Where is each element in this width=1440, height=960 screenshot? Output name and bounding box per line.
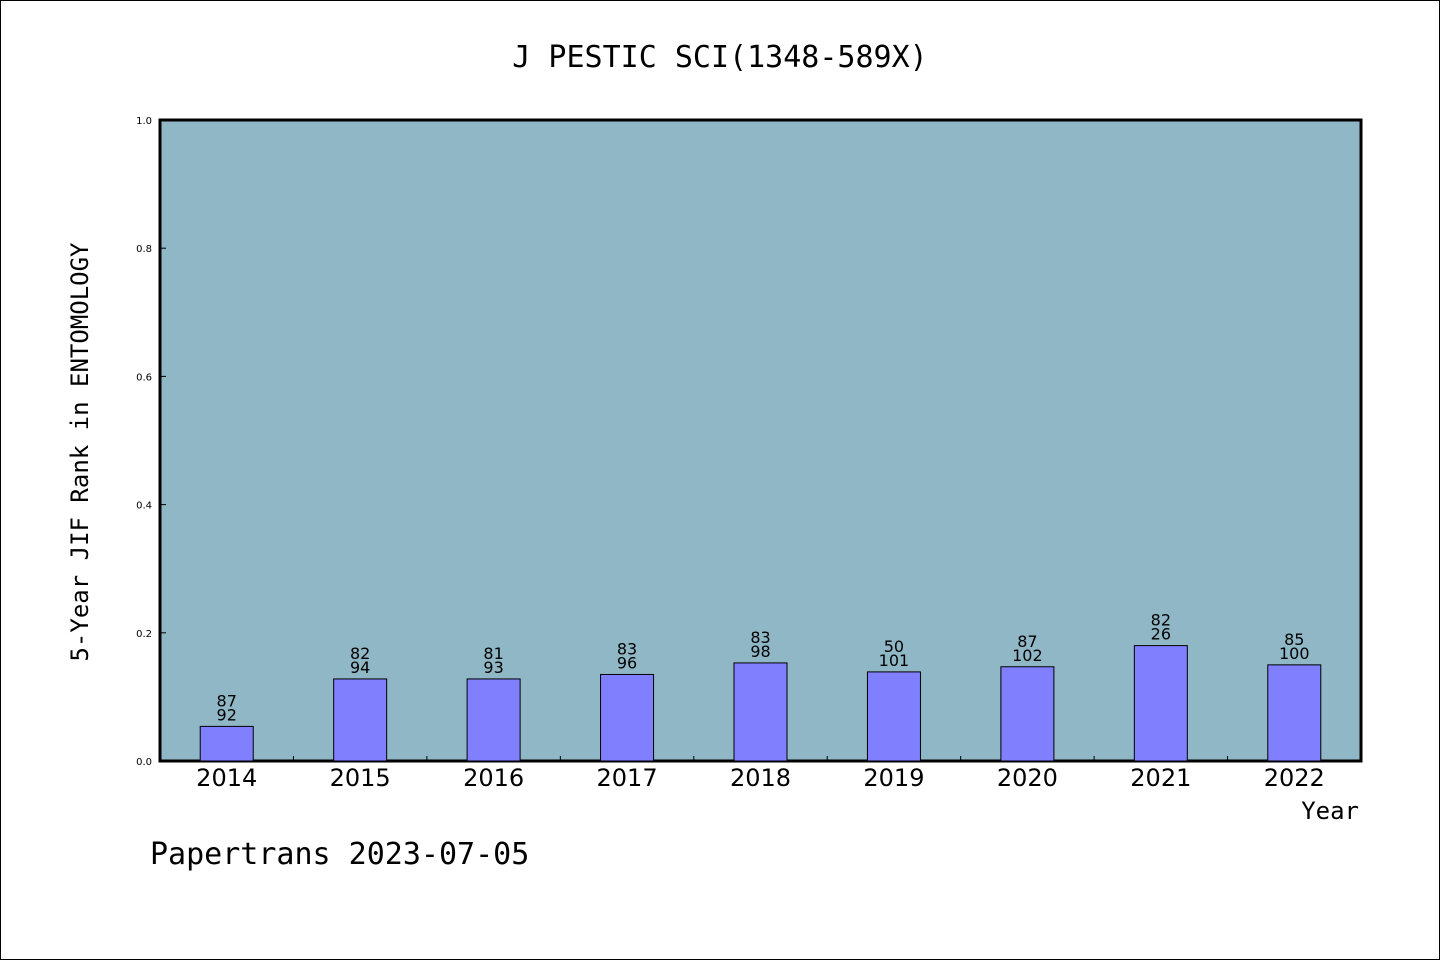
y-axis: 0.0 0.2 0.4 0.6 0.8 1.0: [136, 116, 166, 768]
bar-2016: [466, 678, 521, 762]
x-tick-label: 2022: [1264, 764, 1325, 792]
bar-2020: [1000, 666, 1055, 762]
x-tick-label: 2015: [330, 764, 391, 792]
total-label: 101: [879, 651, 910, 670]
x-tick-label: 2019: [863, 764, 924, 792]
total-label: 98: [750, 642, 770, 661]
rank-label: 85: [1284, 630, 1304, 649]
x-tick-label: 2016: [463, 764, 524, 792]
x-axis-label: Year: [1301, 797, 1359, 825]
bar-2015: [333, 678, 388, 762]
y-axis-label: 5-Year JIF Rank in ENTOMOLOGY: [66, 242, 94, 662]
x-tick-label: 2018: [730, 764, 791, 792]
x-tick-label: 2014: [196, 764, 257, 792]
y-tick-label: 0.0: [136, 757, 152, 768]
y-tick-label: 0.2: [136, 629, 152, 640]
bar-2019: [866, 671, 921, 762]
bar-2018: [733, 662, 788, 762]
total-label: 102: [1012, 646, 1043, 665]
bar-series: [199, 645, 1322, 762]
y-tick-label: 1.0: [136, 116, 152, 127]
total-label: 96: [617, 653, 637, 672]
rank-label: 81: [483, 644, 503, 663]
x-axis: 2014 2015 2016 2017 2018 2019 2020 2021 2022: [196, 756, 1325, 792]
x-tick-label: 2021: [1130, 764, 1191, 792]
total-label: 26: [1151, 625, 1171, 644]
y-tick-label: 0.4: [136, 501, 152, 512]
bar-2017: [600, 673, 655, 762]
rank-label: 87: [1017, 632, 1037, 651]
total-label: 92: [217, 705, 237, 724]
rank-label: 87: [217, 691, 237, 710]
total-label: 94: [350, 658, 370, 677]
x-tick-label: 2020: [997, 764, 1058, 792]
total-label: 100: [1279, 644, 1310, 663]
y-tick-label: 0.8: [136, 244, 152, 255]
total-label: 93: [483, 658, 503, 677]
footer-credit: Papertrans 2023-07-05: [150, 837, 529, 872]
x-tick-label: 2017: [597, 764, 658, 792]
bar-2022: [1267, 664, 1322, 762]
bar-2021: [1133, 645, 1188, 762]
rank-label: 82: [350, 644, 370, 663]
bar-2014: [199, 725, 254, 762]
y-tick-label: 0.6: [136, 372, 152, 383]
rank-label: 83: [750, 628, 770, 647]
rank-label: 50: [884, 637, 904, 656]
chart-title: J PESTIC SCI(1348-589X): [512, 40, 927, 75]
rank-label: 82: [1151, 611, 1171, 630]
rank-label: 83: [617, 639, 637, 658]
